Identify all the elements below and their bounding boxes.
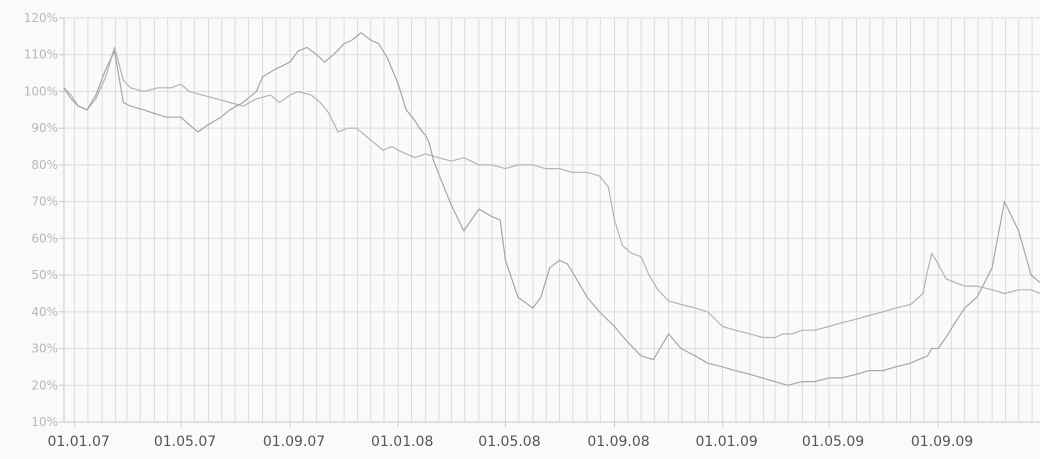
y-tick-label: 70% [31,195,58,209]
y-tick-label: 110% [24,48,58,62]
series-line-2 [63,32,1040,386]
y-tick-label: 20% [31,378,58,392]
x-tick-label: 01.01.09 [695,434,757,450]
x-tick-label: 01.05.09 [802,434,864,450]
y-tick-label: 100% [24,84,58,98]
x-tick-label: 01.09.09 [911,434,973,450]
x-tick-label: 01.05.08 [478,434,540,450]
y-tick-label: 90% [31,121,58,135]
x-tick-label: 01.09.07 [263,434,325,450]
y-tick-label: 10% [31,415,58,429]
y-tick-label: 40% [31,305,58,319]
series-lines [63,32,1040,386]
y-tick-label: 30% [31,342,58,356]
grid [64,17,1040,423]
series-line-1 [63,46,1040,339]
y-tick-label: 80% [31,158,58,172]
y-tick-label: 60% [31,231,58,245]
axes [59,17,1040,427]
x-tick-label: 01.01.07 [47,434,109,450]
x-tick-labels: 01.01.07 01.05.07 01.09.07 01.01.08 01.05.08… [47,434,973,450]
y-tick-labels: 10% 20% 30% 40% 50% 60% 70% 80% 90% 100% 110% 120% [24,11,58,429]
x-tick-label: 01.09.08 [587,434,649,450]
y-tick-label: 50% [31,268,58,282]
x-tick-label: 01.01.08 [371,434,433,450]
y-tick-label: 120% [24,11,58,25]
x-tick-label: 01.05.07 [154,434,216,450]
